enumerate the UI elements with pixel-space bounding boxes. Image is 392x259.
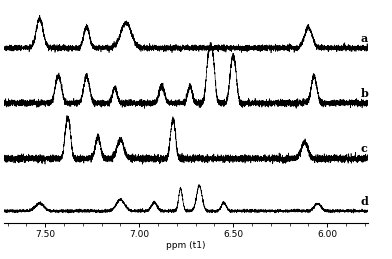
Text: a: a — [361, 33, 368, 44]
Text: c: c — [361, 143, 368, 154]
Text: b: b — [361, 88, 369, 99]
Text: d: d — [361, 196, 369, 207]
X-axis label: ppm (t1): ppm (t1) — [167, 241, 206, 250]
